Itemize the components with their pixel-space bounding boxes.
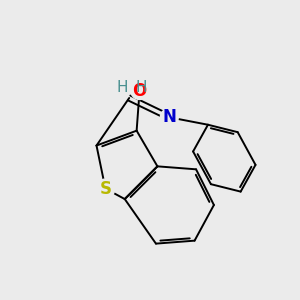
Circle shape [96,179,115,198]
Text: H: H [116,80,128,95]
Circle shape [160,108,178,126]
Text: N: N [162,108,176,126]
Circle shape [131,82,148,100]
Text: H: H [135,80,147,95]
Text: O: O [133,82,147,100]
Text: S: S [99,180,111,198]
